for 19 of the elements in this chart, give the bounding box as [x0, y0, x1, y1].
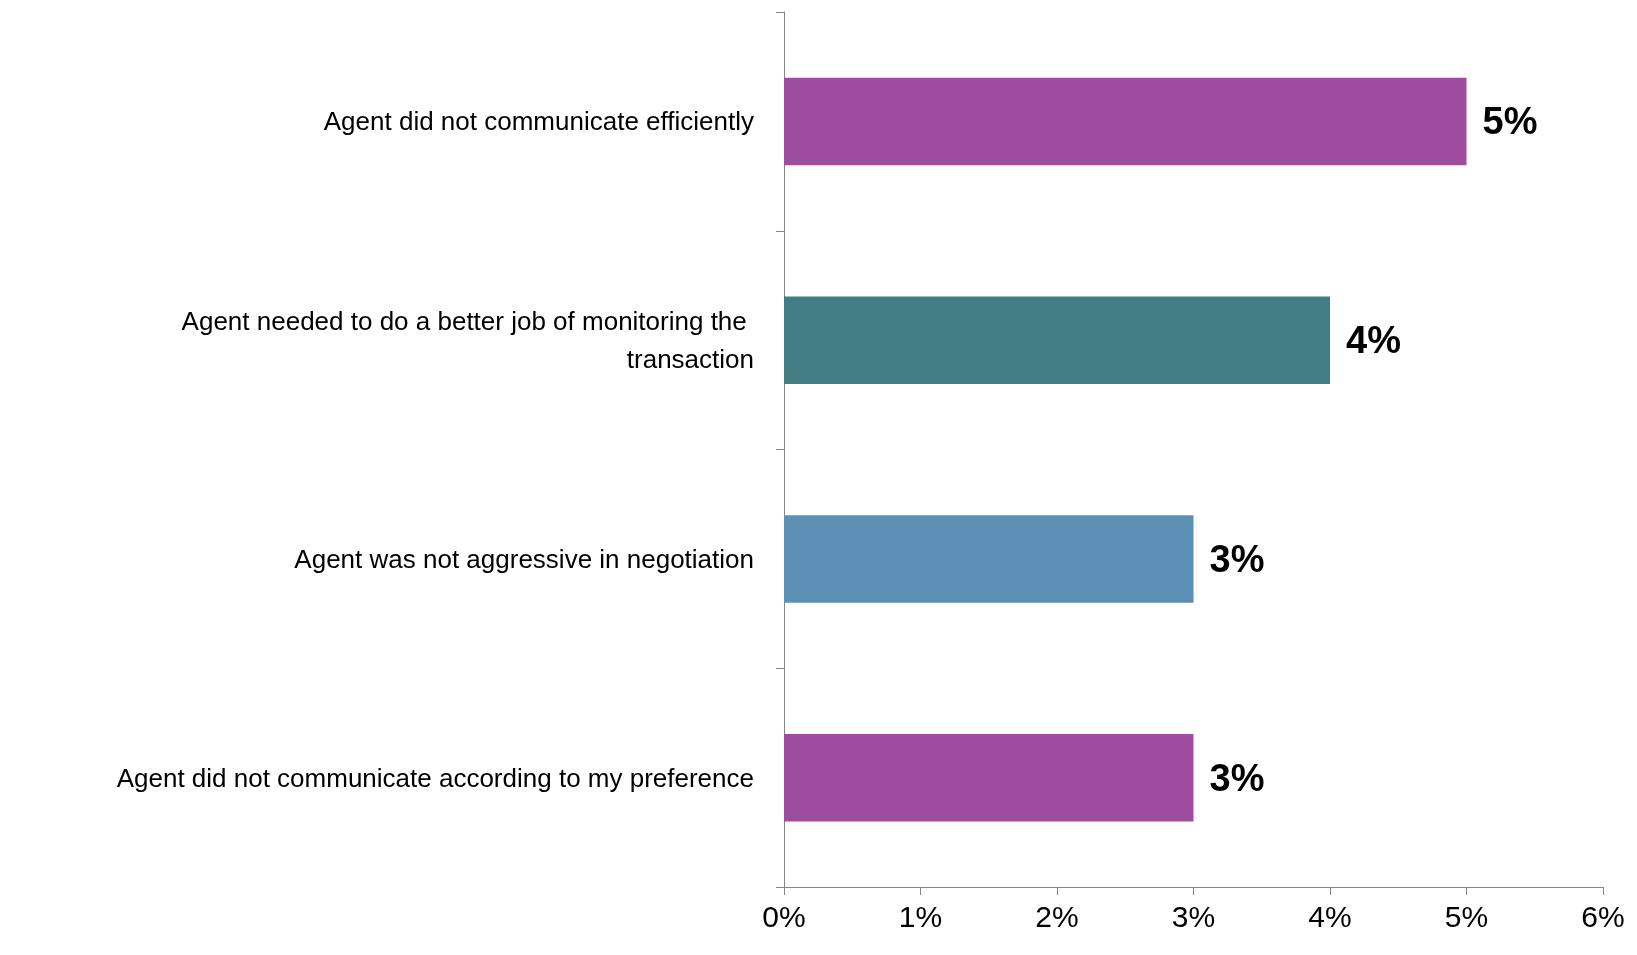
data-label: 5%	[1482, 100, 1538, 143]
bar	[784, 515, 1194, 603]
y-tick-label: Agent did not communicate efficiently	[323, 106, 754, 137]
data-label: 3%	[1209, 756, 1265, 799]
y-tick-label: Agent was not aggressive in negotiation	[294, 543, 754, 574]
x-tick-label: 5%	[1444, 899, 1489, 933]
y-tick-label: Agent needed to do a better job of monitoring the transaction	[181, 306, 754, 375]
x-tick-label: 6%	[1581, 899, 1625, 933]
data-label: 3%	[1209, 537, 1265, 580]
x-tick-label: 0%	[762, 899, 806, 933]
bar	[784, 296, 1330, 384]
bar	[784, 733, 1194, 822]
x-tick-label: 4%	[1308, 899, 1352, 933]
data-label: 4%	[1346, 319, 1401, 362]
bar	[784, 77, 1467, 166]
x-tick-label: 2%	[1035, 899, 1079, 933]
y-tick-label: Agent did not communicate according to my preference	[116, 762, 754, 793]
x-tick-label: 1%	[898, 899, 943, 933]
x-tick-label: 3%	[1171, 899, 1216, 933]
